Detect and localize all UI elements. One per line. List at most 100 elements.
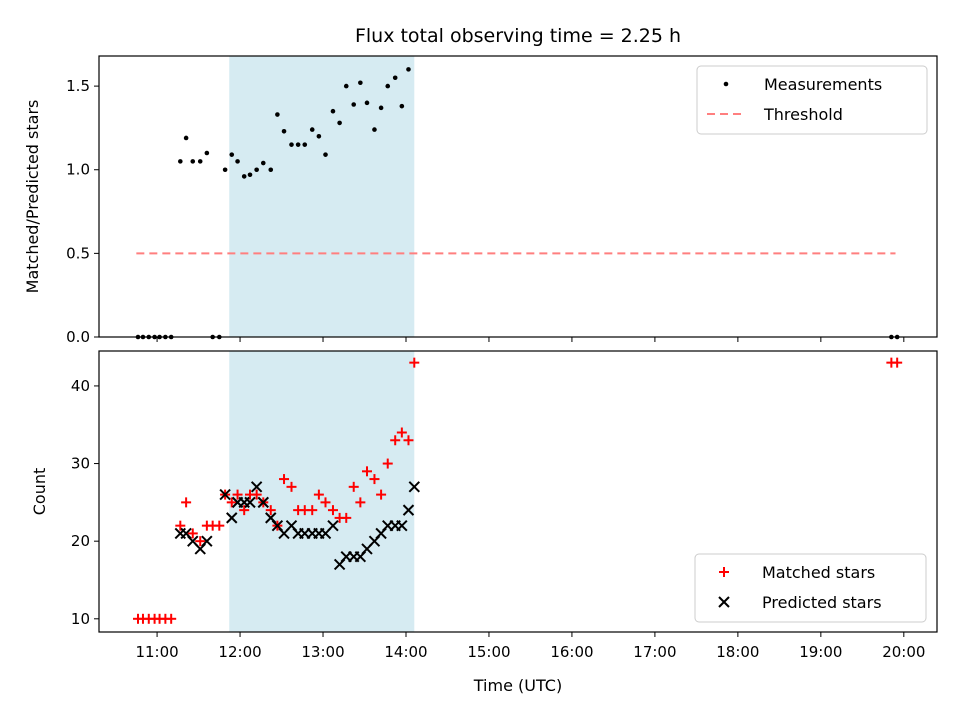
x-tick-label: 15:00 bbox=[467, 643, 510, 661]
matched-star-marker bbox=[327, 505, 338, 516]
matched-star-marker bbox=[892, 357, 903, 368]
plot-frame bbox=[98, 55, 938, 338]
predicted-star-marker bbox=[226, 512, 238, 524]
marker-stroke bbox=[396, 519, 408, 532]
matched-star-marker bbox=[307, 505, 318, 516]
series-matched-stars bbox=[132, 357, 903, 624]
matched-star-marker bbox=[369, 474, 380, 485]
series-measurements bbox=[135, 67, 900, 340]
measurement-point bbox=[406, 67, 411, 72]
matched-star-marker bbox=[166, 613, 177, 624]
legend-label: Measurements bbox=[764, 75, 882, 94]
matched-star-marker bbox=[232, 489, 243, 500]
measurement-point bbox=[364, 100, 370, 106]
legend-box bbox=[694, 553, 927, 623]
y-tick-label: 20 bbox=[71, 532, 90, 550]
matched-star-marker bbox=[175, 520, 186, 531]
marker-stroke bbox=[265, 512, 277, 524]
y-tick-label: 0.0 bbox=[66, 328, 90, 346]
y-axis-label: Count bbox=[30, 468, 49, 516]
y-tick-label: 40 bbox=[71, 377, 90, 395]
measurement-point bbox=[183, 135, 189, 141]
panel-bottom: 10 20 30 40 11:00 12:00 13:00 14:00 15:00 16:00 17… bbox=[30, 350, 938, 661]
plot-frame bbox=[98, 350, 938, 633]
x-tick-label: 16:00 bbox=[550, 643, 593, 661]
measurement-point bbox=[197, 159, 203, 164]
measurement-point bbox=[385, 83, 391, 89]
measurement-point bbox=[343, 83, 349, 89]
y-tick-label: 1.5 bbox=[66, 77, 90, 95]
measurement-point bbox=[295, 142, 301, 147]
predicted-star-marker bbox=[396, 519, 408, 532]
predicted-star-marker bbox=[219, 488, 231, 501]
measurement-point bbox=[204, 150, 210, 156]
measurement-point bbox=[268, 167, 274, 173]
x-tick-label: 20:00 bbox=[882, 643, 925, 661]
matched-star-marker bbox=[396, 427, 407, 438]
marker-stroke bbox=[285, 519, 298, 532]
measurement-point bbox=[289, 142, 294, 147]
marker-stroke bbox=[327, 519, 339, 532]
matched-star-marker bbox=[265, 505, 276, 516]
marker-stroke bbox=[257, 496, 269, 509]
x-axis-label: Time (UTC) bbox=[473, 676, 562, 695]
measurement-point bbox=[247, 172, 253, 178]
measurement-point bbox=[399, 103, 405, 109]
marker-stroke bbox=[180, 527, 192, 540]
predicted-star-marker bbox=[327, 519, 339, 532]
x-tick-label: 12:00 bbox=[218, 643, 261, 661]
matched-star-marker bbox=[251, 489, 262, 500]
predicted-star-marker bbox=[201, 535, 213, 547]
matched-star-marker bbox=[239, 505, 250, 516]
matched-star-marker bbox=[390, 435, 401, 446]
measurement-point bbox=[229, 152, 235, 157]
legend: Measurements Threshold bbox=[696, 65, 928, 135]
marker-stroke bbox=[226, 512, 238, 524]
measurement-point bbox=[275, 112, 280, 117]
measurement-point bbox=[316, 133, 322, 139]
y-tick-label: 0.5 bbox=[66, 244, 90, 262]
predicted-star-marker bbox=[257, 496, 269, 509]
measurement-point bbox=[351, 102, 357, 107]
measurement-point bbox=[378, 105, 384, 111]
marker-stroke bbox=[219, 488, 231, 501]
observing-window-shade bbox=[229, 56, 415, 337]
predicted-star-marker bbox=[244, 496, 256, 509]
predicted-star-marker bbox=[408, 481, 420, 493]
measurement-point bbox=[241, 174, 247, 179]
y-tick-label: 10 bbox=[71, 610, 90, 628]
marker-stroke bbox=[187, 535, 199, 547]
predicted-star-marker bbox=[250, 481, 263, 493]
matched-star-marker bbox=[313, 489, 324, 500]
measurement-point bbox=[260, 160, 266, 166]
legend-measurement-marker bbox=[723, 81, 729, 87]
x-tick-label: 11:00 bbox=[135, 643, 178, 661]
matched-star-marker bbox=[320, 497, 331, 508]
legend-label: Matched stars bbox=[762, 563, 875, 582]
matched-star-marker bbox=[214, 520, 225, 531]
matched-star-marker bbox=[361, 466, 372, 477]
measurement-point bbox=[222, 167, 228, 173]
matched-star-marker bbox=[403, 435, 414, 446]
matched-star-marker bbox=[279, 474, 290, 485]
matched-star-marker bbox=[382, 458, 393, 469]
matched-star-marker bbox=[181, 497, 192, 508]
x-tick-label: 13:00 bbox=[301, 643, 344, 661]
matched-star-marker bbox=[355, 497, 366, 508]
measurement-point bbox=[302, 142, 308, 147]
marker-stroke bbox=[244, 496, 256, 509]
marker-stroke bbox=[250, 481, 263, 493]
x-tick-label: 17:00 bbox=[633, 643, 676, 661]
measurement-point bbox=[323, 152, 328, 157]
matched-star-marker bbox=[195, 536, 206, 547]
legend: Matched stars Predicted stars bbox=[694, 553, 927, 623]
legend-label: Threshold bbox=[763, 105, 843, 124]
measurement-point bbox=[254, 167, 259, 173]
x-tick-label: 19:00 bbox=[799, 643, 842, 661]
measurement-point bbox=[178, 159, 183, 164]
series-predicted-stars bbox=[174, 481, 420, 571]
legend-label: Predicted stars bbox=[762, 593, 882, 612]
matched-star-marker bbox=[341, 512, 352, 523]
matched-star-marker bbox=[226, 497, 237, 508]
